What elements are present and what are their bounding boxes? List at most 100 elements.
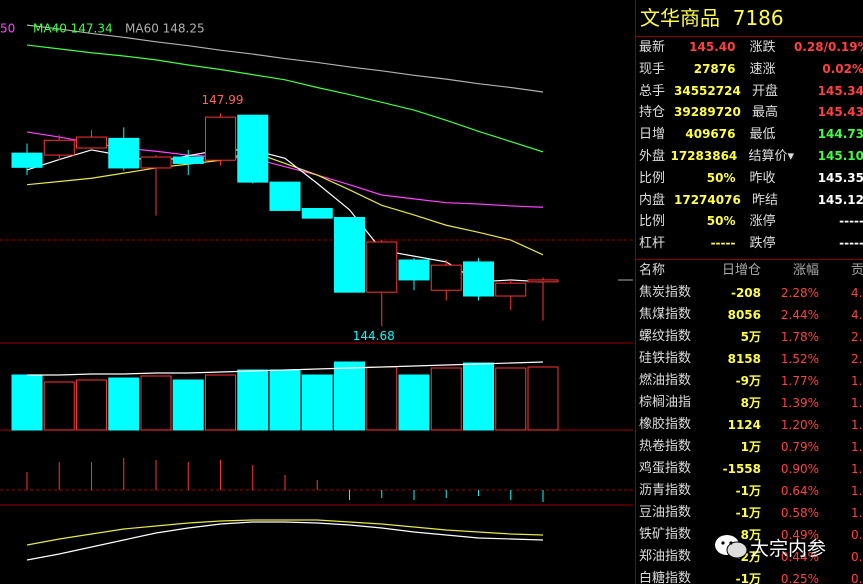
table-row[interactable]: 沥青指数 -1万 0.64% 1. bbox=[636, 480, 863, 502]
quote-value: 409676 bbox=[685, 127, 736, 142]
chart: 147.99 144.68 50 MA40 147.34 MA60 148.25 bbox=[0, 22, 633, 561]
low-label: 144.68 bbox=[353, 329, 395, 343]
wechat-icon bbox=[715, 535, 748, 559]
candle-body bbox=[301, 208, 333, 219]
table-row[interactable]: 郑油指数 -2万 0.44% 0. bbox=[636, 546, 863, 568]
candle-body bbox=[430, 264, 462, 291]
table-body: 焦炭指数 -208 2.28% 4. 焦煤指数 8056 2.44% 4. 螺纹指数 5万 1.78… bbox=[636, 282, 863, 584]
column-header[interactable]: 涨幅 bbox=[792, 262, 819, 278]
candle-body bbox=[108, 137, 140, 169]
table-cell: 8万 bbox=[740, 395, 761, 410]
table-cell: 0. bbox=[851, 571, 863, 584]
table-cell: -208 bbox=[730, 285, 761, 300]
table-cell: 1. bbox=[851, 417, 863, 432]
table-cell: 1124 bbox=[727, 417, 761, 432]
table-cell: 0.79% bbox=[780, 439, 819, 454]
column-header[interactable]: 日增仓 bbox=[721, 262, 761, 278]
legend-entry: 50 bbox=[0, 22, 15, 36]
table-row[interactable]: 焦炭指数 -208 2.28% 4. bbox=[636, 282, 863, 304]
quote-label: 总手 bbox=[639, 83, 666, 99]
table-row[interactable]: 热卷指数 1万 0.79% 1. bbox=[636, 436, 863, 458]
volume-bar bbox=[430, 367, 462, 431]
table-cell: 5万 bbox=[740, 329, 761, 344]
volume-bar bbox=[205, 374, 236, 431]
volume-bar bbox=[237, 369, 269, 431]
volume-bar bbox=[76, 379, 107, 431]
table-cell: 2. bbox=[851, 351, 863, 366]
table-cell: 螺纹指数 bbox=[639, 328, 692, 344]
table-cell: 0. bbox=[851, 549, 863, 564]
quote-label: 日增 bbox=[639, 127, 666, 143]
candle-body bbox=[237, 114, 269, 183]
quote-row: 日增 409676 最低 144.73 bbox=[636, 124, 863, 146]
table-header: 名称 日增仓 涨幅 贡献 bbox=[636, 258, 863, 282]
table-row[interactable]: 鸡蛋指数 -1558 0.90% 1. bbox=[636, 458, 863, 480]
quote-row: 总手 34552724 开盘 145.34 bbox=[636, 81, 863, 103]
indicator-line bbox=[26, 521, 544, 561]
volume-bar bbox=[398, 374, 430, 431]
quote-value: 17283864 bbox=[670, 148, 738, 163]
quote-value: 145.35 bbox=[817, 170, 863, 185]
column-header[interactable]: 贡献 bbox=[851, 262, 863, 278]
legend-entry: MA60 148.25 bbox=[125, 22, 205, 36]
table-cell: 4. bbox=[851, 285, 863, 300]
table-row[interactable]: 橡胶指数 1124 1.20% 1. bbox=[636, 414, 863, 436]
table-row[interactable]: 白糖指数 -1万 0.25% 0. bbox=[636, 568, 863, 584]
high-label: 147.99 bbox=[202, 93, 244, 107]
volume-bar bbox=[334, 361, 365, 431]
table-cell: 0.64% bbox=[780, 483, 819, 498]
column-header[interactable]: 名称 bbox=[639, 262, 666, 278]
quote-label: 昨收 bbox=[749, 170, 776, 186]
candle-body bbox=[76, 136, 107, 149]
table-cell: 2.44% bbox=[780, 307, 819, 322]
quote-label: 最高 bbox=[752, 105, 779, 121]
table-cell: 燃油指数 bbox=[639, 372, 692, 388]
table-cell: 0.90% bbox=[780, 461, 819, 476]
legend-entry: MA40 147.34 bbox=[33, 22, 113, 36]
quote-title: 文华商品 7186 bbox=[636, 0, 863, 37]
candle-body bbox=[527, 279, 559, 283]
table-row[interactable]: 硅铁指数 8158 1.52% 2. bbox=[636, 348, 863, 370]
table-cell: 0.58% bbox=[780, 505, 819, 520]
table-row[interactable]: 铁矿指数 8万 0.49% 0. bbox=[636, 524, 863, 546]
quote-label: 外盘 bbox=[639, 148, 666, 164]
volume-bar bbox=[172, 379, 204, 431]
table-cell: 1. bbox=[851, 439, 863, 454]
table-cell: 2.28% bbox=[780, 285, 819, 300]
table-cell: 1. bbox=[851, 505, 863, 520]
quote-row: 外盘 17283864 结算价▾ 145.10 bbox=[636, 146, 863, 168]
candle-body bbox=[334, 217, 365, 293]
table-cell: 1.39% bbox=[780, 395, 819, 410]
table-cell: 1.77% bbox=[780, 373, 819, 388]
quote-row: 内盘 17274076 昨结 145.12 bbox=[636, 190, 863, 212]
table-cell: 硅铁指数 bbox=[639, 350, 692, 366]
table-row[interactable]: 棕榈油指 8万 1.39% 1. bbox=[636, 392, 863, 414]
watermark: 大宗内参 bbox=[712, 532, 826, 562]
table-row[interactable]: 焦煤指数 8056 2.44% 4. bbox=[636, 304, 863, 326]
table-row[interactable]: 豆油指数 -1万 0.58% 1. bbox=[636, 502, 863, 524]
candle-body bbox=[11, 152, 43, 168]
moving-average bbox=[26, 24, 544, 93]
table-cell: 豆油指数 bbox=[639, 504, 692, 520]
volume-bar bbox=[269, 369, 301, 431]
candle-body bbox=[366, 241, 398, 293]
table-row[interactable]: 燃油指数 -9万 1.77% 1. bbox=[636, 370, 863, 392]
table-row[interactable]: 螺纹指数 5万 1.78% 2. bbox=[636, 326, 863, 348]
table-cell: 橡胶指数 bbox=[639, 416, 692, 432]
volume-bar bbox=[495, 367, 527, 431]
watermark-text: 大宗内参 bbox=[750, 537, 827, 560]
table-cell: 1.78% bbox=[780, 329, 819, 344]
table-cell: 0.25% bbox=[780, 571, 819, 584]
quote-label: 开盘 bbox=[752, 83, 779, 99]
candle-body bbox=[172, 156, 204, 164]
quote-label: 持仓 bbox=[639, 105, 666, 121]
table-cell: 1.52% bbox=[780, 351, 819, 366]
table-cell: 2. bbox=[851, 329, 863, 344]
volume-bar bbox=[108, 377, 140, 431]
table-cell: -1万 bbox=[735, 505, 761, 520]
table-cell: -1558 bbox=[722, 461, 761, 476]
candle-body bbox=[43, 139, 75, 156]
table-cell: 白糖指数 bbox=[639, 570, 692, 584]
table-cell: 1. bbox=[851, 373, 863, 388]
